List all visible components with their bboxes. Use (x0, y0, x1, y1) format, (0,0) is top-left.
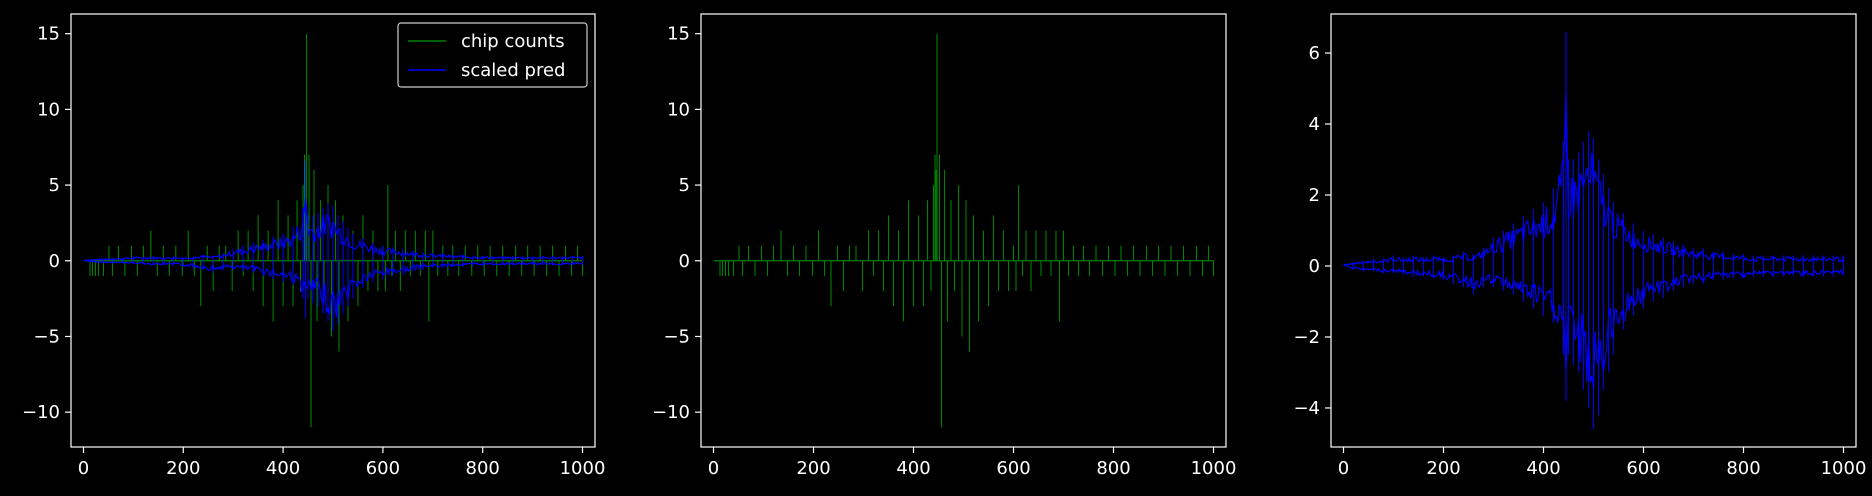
y-tick-label: 15 (667, 24, 690, 45)
x-tick-label: 800 (466, 458, 500, 479)
y-tick-label: 0 (1309, 256, 1320, 277)
axes-frame (700, 13, 1227, 448)
panel-middle: 0 200 400 600 800 1000 −10 −5 0 5 10 15 (652, 13, 1237, 479)
x-tick-label: 1000 (1821, 458, 1867, 479)
x-tick-label: 600 (366, 458, 400, 479)
y-tick-label: 6 (1309, 43, 1320, 64)
y-tick-label: 5 (49, 175, 60, 196)
x-tick-label: 600 (996, 458, 1030, 479)
y-tick-label: −10 (22, 402, 60, 423)
y-tick-label: −10 (652, 402, 690, 423)
panel-left: 0 200 400 600 800 1000 −10 −5 0 5 10 15 chip counts s… (22, 13, 606, 479)
x-tick-label: 400 (266, 458, 300, 479)
axes-frame (1330, 13, 1857, 448)
y-tick-label: −5 (33, 326, 60, 347)
legend-box (397, 22, 588, 88)
x-tick-label: 800 (1726, 458, 1760, 479)
x-tick-label: 400 (896, 458, 930, 479)
x-tick-label: 600 (1626, 458, 1660, 479)
y-tick-label: 15 (37, 24, 60, 45)
y-tick-label: 2 (1309, 185, 1320, 206)
y-tick-label: −5 (663, 326, 690, 347)
y-tick-label: 5 (679, 175, 690, 196)
panel-right: 0 200 400 600 800 1000 −4 −2 0 2 4 6 (1293, 13, 1867, 479)
legend: chip counts scaled pred (397, 22, 588, 88)
x-tick-label: 0 (78, 458, 89, 479)
x-tick-label: 1000 (1191, 458, 1237, 479)
x-tick-label: 1000 (560, 458, 606, 479)
x-tick-label: 400 (1526, 458, 1560, 479)
y-tick-label: −2 (1293, 327, 1320, 348)
x-tick-label: 800 (1096, 458, 1130, 479)
y-tick-label: 10 (667, 99, 690, 120)
x-tick-label: 0 (1338, 458, 1349, 479)
y-tick-label: −4 (1293, 398, 1320, 419)
x-tick-label: 200 (796, 458, 830, 479)
series-scaled-pred (83, 160, 584, 331)
y-tick-label: 10 (37, 99, 60, 120)
axes-frame (70, 13, 596, 448)
x-tick-label: 200 (1426, 458, 1460, 479)
legend-label: chip counts (461, 31, 565, 52)
y-tick-label: 0 (49, 251, 60, 272)
x-tick-label: 200 (166, 458, 200, 479)
series-chip-counts (713, 33, 1215, 428)
y-tick-label: 0 (679, 251, 690, 272)
legend-label: scaled pred (461, 60, 565, 81)
y-tick-label: 4 (1309, 114, 1320, 135)
x-tick-label: 0 (708, 458, 719, 479)
series-scaled-pred (1343, 31, 1845, 430)
